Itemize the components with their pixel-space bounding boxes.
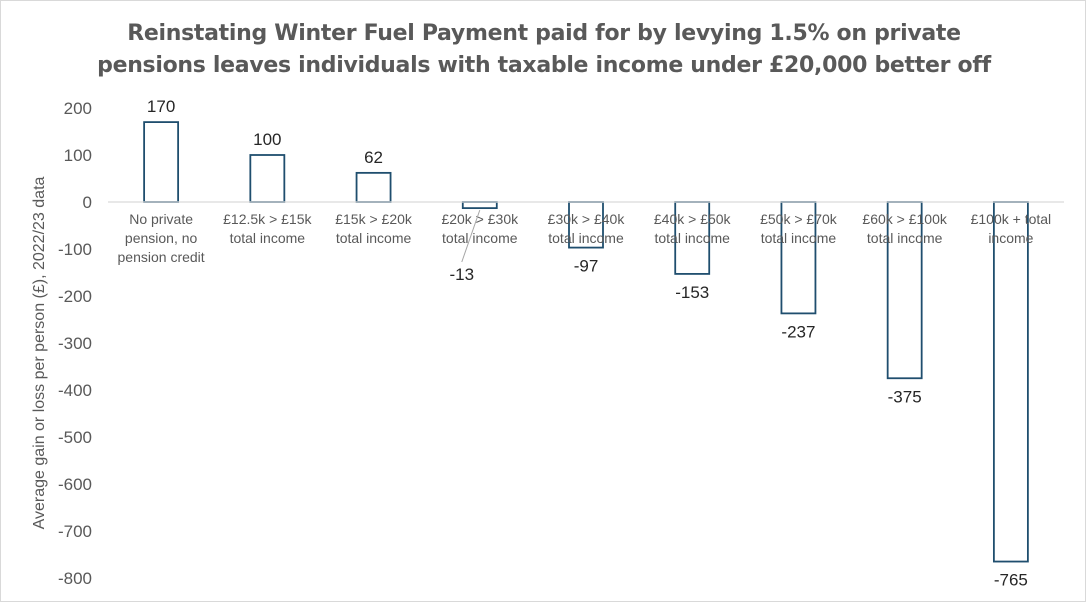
bar (461, 201, 498, 210)
data-label: 170 (147, 97, 175, 116)
bar (568, 201, 604, 249)
bar (355, 171, 392, 203)
category-label: £50k > £70k (760, 211, 838, 227)
data-label: -13 (449, 265, 474, 284)
category-label: £20k > £30k (441, 211, 519, 227)
y-axis-title: Average gain or loss per person (£), 202… (31, 176, 48, 529)
category-label: £30k > £40k (548, 211, 626, 227)
category-label: £60k > £100k (862, 211, 947, 227)
data-label: 62 (364, 148, 383, 167)
data-label: 100 (253, 130, 281, 149)
bar (992, 201, 1029, 563)
category-label: pension, no (125, 230, 198, 246)
category-label: income (988, 230, 1033, 246)
y-tick-label: -300 (58, 334, 92, 353)
data-label: -97 (574, 257, 599, 276)
category-label: £15k > £20k (335, 211, 413, 227)
y-tick-label: 0 (83, 193, 92, 212)
category-label: total income (442, 230, 518, 246)
chart-title: Reinstating Winter Fuel Payment paid for… (60, 18, 1028, 82)
category-label: total income (654, 230, 730, 246)
bar (249, 154, 286, 203)
category-label: No private (129, 211, 193, 227)
data-label-leader-line (461, 209, 481, 263)
category-label: total income (761, 230, 837, 246)
category-label: total income (336, 230, 412, 246)
bar (674, 201, 711, 275)
y-tick-label: -800 (58, 569, 92, 588)
y-tick-label: -500 (58, 428, 92, 447)
category-label: total income (867, 230, 943, 246)
bar (886, 201, 923, 380)
data-label: -765 (994, 571, 1028, 590)
y-tick-label: -200 (58, 287, 92, 306)
y-tick-label: -700 (58, 522, 92, 541)
bar (143, 121, 180, 203)
data-label: -153 (675, 283, 709, 302)
data-label: -375 (888, 387, 922, 406)
category-label: £100k + total (971, 211, 1052, 227)
y-tick-label: -600 (58, 475, 92, 494)
y-tick-label: -400 (58, 381, 92, 400)
category-label: total income (548, 230, 624, 246)
y-tick-label: 200 (64, 99, 92, 118)
category-label: total income (230, 230, 306, 246)
y-tick-label: 100 (64, 146, 92, 165)
chart-title-line-2: pensions leaves individuals with taxable… (97, 53, 991, 78)
category-label: pension credit (118, 249, 205, 265)
category-label: £40k > £50k (654, 211, 732, 227)
data-label: -237 (781, 322, 815, 341)
y-tick-label: -100 (58, 240, 92, 259)
chart-title-line-1: Reinstating Winter Fuel Payment paid for… (127, 21, 961, 46)
category-label: £12.5k > £15k (223, 211, 312, 227)
